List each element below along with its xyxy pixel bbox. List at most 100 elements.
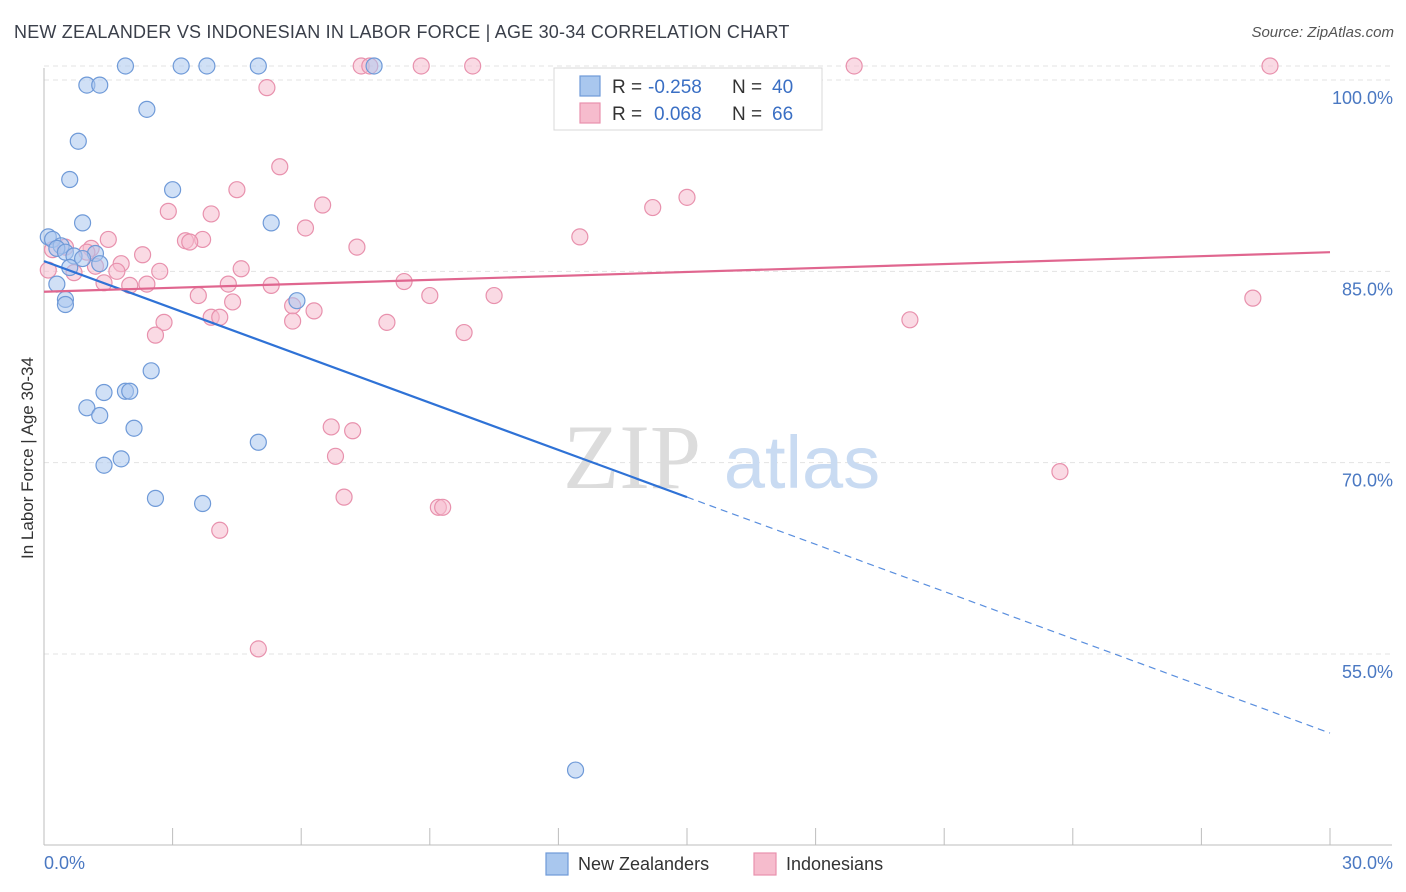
new-zealanders-point-1 bbox=[172, 57, 190, 75]
indonesians-trend-line bbox=[43, 251, 1331, 293]
bottom-legend-swatch-pink bbox=[753, 852, 777, 876]
y-tick-labels: 55.0% 70.0% 85.0% 100.0% bbox=[1332, 88, 1393, 682]
indonesians-point-8 bbox=[228, 181, 246, 199]
indonesians-point-36 bbox=[219, 275, 237, 293]
legend-n-label-2: N = bbox=[732, 104, 762, 125]
indonesians-point-28 bbox=[232, 260, 250, 278]
indonesians-point-54 bbox=[322, 418, 340, 436]
indonesians-points bbox=[39, 57, 1279, 658]
watermark: ZIP atlas bbox=[563, 406, 880, 508]
new-zealanders-point-25 bbox=[56, 295, 75, 314]
x-tick-labels: 0.0% 30.0% bbox=[44, 853, 1393, 873]
series-legend: New Zealanders Indonesians bbox=[545, 852, 883, 876]
indonesians-point-16 bbox=[99, 230, 117, 249]
new-zealanders-point-11 bbox=[73, 214, 92, 232]
indonesians-point-52 bbox=[146, 326, 165, 344]
indonesians-point-53 bbox=[455, 323, 473, 342]
new-zealanders-point-4 bbox=[365, 57, 383, 75]
indonesians-point-5 bbox=[1261, 57, 1279, 75]
y-tick-label-100: 100.0% bbox=[1332, 88, 1393, 108]
new-zealanders-point-8 bbox=[69, 132, 87, 150]
indonesians-point-3 bbox=[464, 57, 482, 75]
new-zealanders-point-10 bbox=[164, 181, 182, 199]
indonesians-point-6 bbox=[258, 79, 276, 97]
indonesians-point-57 bbox=[1051, 462, 1069, 481]
indonesians-point-56 bbox=[326, 447, 345, 465]
watermark-atlas: atlas bbox=[724, 421, 880, 504]
indonesians-point-61 bbox=[211, 521, 229, 539]
new-zealanders-point-31 bbox=[78, 399, 96, 417]
indonesians-point-25 bbox=[133, 246, 152, 264]
indonesians-point-39 bbox=[189, 286, 207, 305]
indonesians-point-51 bbox=[901, 311, 919, 329]
indonesians-point-55 bbox=[344, 422, 362, 440]
indonesians-point-49 bbox=[155, 313, 173, 331]
new-zealanders-point-27 bbox=[142, 362, 160, 380]
indonesians-point-62 bbox=[249, 640, 267, 658]
chart-title: NEW ZEALANDER VS INDONESIAN IN LABOR FOR… bbox=[14, 22, 790, 42]
indonesians-point-4 bbox=[845, 57, 863, 75]
new-zealanders-point-9 bbox=[61, 170, 79, 189]
new-zealanders-point-20 bbox=[73, 249, 92, 268]
bottom-legend-label-2: Indonesians bbox=[786, 854, 883, 874]
indonesians-point-7 bbox=[271, 158, 289, 176]
indonesians-point-9 bbox=[678, 188, 696, 206]
indonesians-point-11 bbox=[314, 196, 332, 214]
new-zealanders-point-21 bbox=[91, 255, 109, 273]
new-zealanders-point-38 bbox=[194, 494, 212, 513]
legend-swatch-blue bbox=[579, 75, 601, 97]
new-zealanders-point-28 bbox=[95, 383, 113, 402]
new-zealanders-point-23 bbox=[48, 275, 66, 293]
legend-r-label-1: R = bbox=[612, 77, 642, 98]
legend-n-label-1: N = bbox=[732, 77, 762, 98]
new-zealanders-point-12 bbox=[262, 214, 280, 232]
source-label: Source: ZipAtlas.com bbox=[1251, 24, 1394, 41]
watermark-zip: ZIP bbox=[563, 406, 701, 508]
indonesians-point-12 bbox=[159, 202, 177, 220]
legend-r-label-2: R = bbox=[612, 104, 642, 125]
indonesians-point-10 bbox=[644, 198, 662, 217]
new-zealanders-point-37 bbox=[146, 489, 165, 507]
indonesians-point-48 bbox=[284, 312, 302, 330]
new-zealanders-point-26 bbox=[288, 292, 306, 310]
indonesians-point-60 bbox=[434, 498, 452, 516]
legend-r-value-2: 0.068 bbox=[654, 104, 702, 125]
new-zealanders-points bbox=[39, 57, 585, 779]
bottom-legend-swatch-blue bbox=[545, 852, 569, 876]
indonesians-point-50 bbox=[378, 313, 396, 331]
new-zealanders-point-35 bbox=[112, 450, 130, 468]
x-tick-label-max: 30.0% bbox=[1342, 853, 1393, 873]
new-zealanders-point-30 bbox=[121, 382, 139, 400]
new-zealanders-trend-extension bbox=[686, 496, 1331, 734]
new-zealanders-point-32 bbox=[91, 406, 109, 425]
indonesians-point-58 bbox=[335, 488, 353, 506]
indonesians-point-19 bbox=[181, 233, 199, 251]
indonesians-point-14 bbox=[296, 219, 315, 237]
legend-n-value-2: 66 bbox=[772, 104, 793, 125]
indonesians-point-29 bbox=[108, 262, 126, 280]
new-zealanders-trend-line bbox=[43, 260, 688, 499]
new-zealanders-point-6 bbox=[91, 76, 109, 94]
new-zealanders-point-34 bbox=[249, 433, 267, 451]
new-zealanders-point-36 bbox=[95, 456, 113, 474]
y-tick-label-55: 55.0% bbox=[1342, 662, 1393, 682]
new-zealanders-point-3 bbox=[249, 57, 267, 75]
indonesians-point-15 bbox=[571, 228, 589, 246]
indonesians-point-20 bbox=[348, 238, 366, 256]
y-tick-label-70: 70.0% bbox=[1342, 471, 1393, 491]
indonesians-point-2 bbox=[412, 57, 430, 75]
indonesians-point-41 bbox=[485, 286, 503, 305]
indonesians-point-45 bbox=[305, 302, 323, 320]
indonesians-point-42 bbox=[1244, 289, 1262, 307]
y-tick-label-85: 85.0% bbox=[1342, 279, 1393, 299]
axes bbox=[43, 68, 1392, 846]
new-zealanders-point-7 bbox=[138, 100, 156, 118]
indonesians-point-40 bbox=[421, 286, 439, 305]
new-zealanders-point-33 bbox=[125, 419, 143, 437]
legend-r-value-1: -0.258 bbox=[648, 77, 702, 98]
gridlines bbox=[44, 65, 1392, 655]
legend-swatch-pink bbox=[579, 102, 601, 124]
new-zealanders-point-39 bbox=[566, 761, 585, 779]
legend-n-value-1: 40 bbox=[772, 77, 793, 98]
